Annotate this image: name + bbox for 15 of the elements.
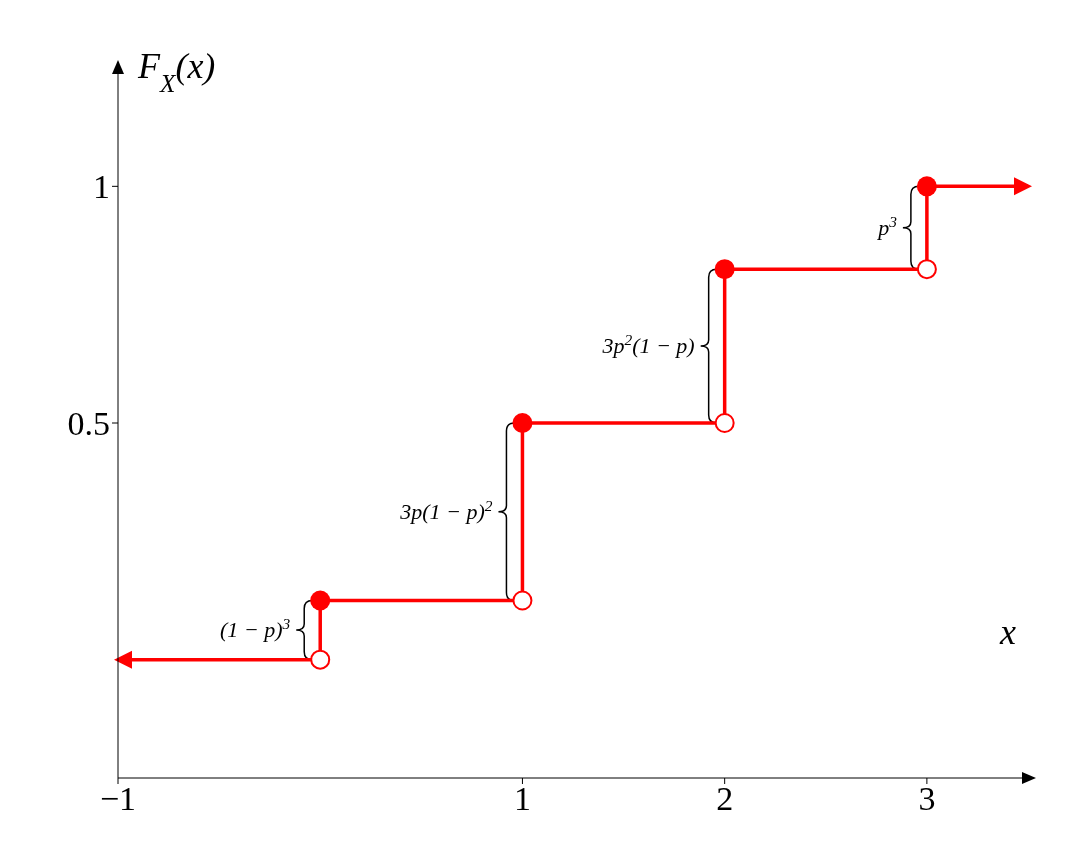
x-tick-label: 2 <box>716 780 734 818</box>
point <box>512 413 533 433</box>
point <box>916 176 937 197</box>
point <box>310 590 331 611</box>
x-tick-label: 3 <box>918 780 936 818</box>
y-axis-title: F$_{X}$(x) <box>137 46 216 97</box>
x-tick-label: 1 <box>513 780 531 818</box>
x-axis-title: x <box>999 611 1017 652</box>
y-tick-label: 0.5 <box>67 405 110 443</box>
point <box>714 259 735 280</box>
annotation: 3p(1 − p)$^{2}$ <box>399 496 493 524</box>
annotation: p$^{3}$ <box>876 212 898 240</box>
x-tick-label: −1 <box>99 780 137 818</box>
annotation: 3p$^{2}$(1 − p) <box>601 330 695 359</box>
annotation: (1 − p)$^{3}$ <box>220 614 291 643</box>
